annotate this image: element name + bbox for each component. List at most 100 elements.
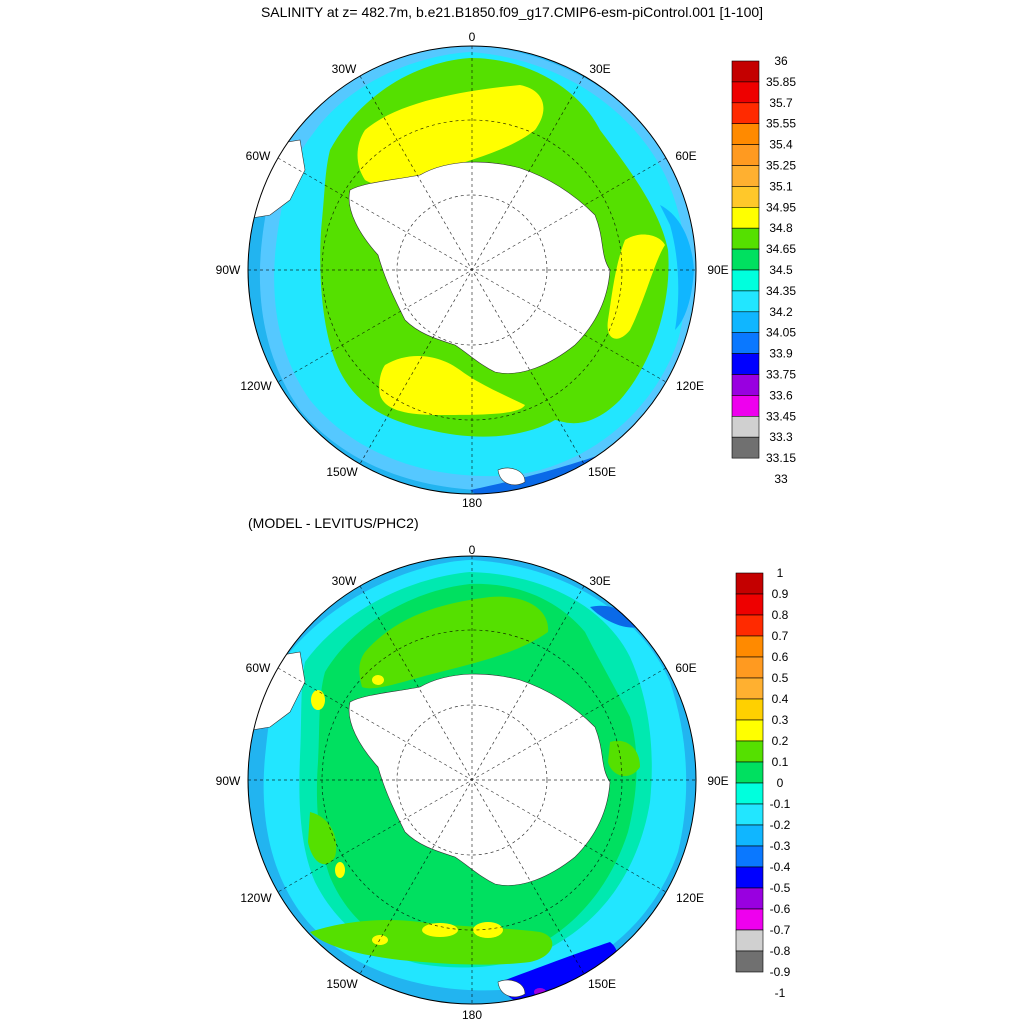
colorbar-swatch	[735, 635, 764, 658]
colorbar-swatch	[735, 593, 764, 616]
colorbar-label: 33.45	[766, 409, 796, 423]
colorbar-label: 0.7	[772, 629, 789, 643]
colorbar-label: -0.8	[770, 944, 791, 958]
colorbar-label: 36	[774, 54, 788, 68]
lon-label-120e: 120E	[676, 379, 704, 393]
colorbar-label: 33.3	[769, 430, 793, 444]
colorbar-swatch	[731, 102, 760, 125]
colorbar-label: 0	[777, 776, 784, 790]
colorbar-label: -0.7	[770, 923, 791, 937]
colorbar-label: 33.6	[769, 388, 793, 402]
difference-colorbar: 1 0.9 0.8 0.7 0.6 0.5 0.4 0.3 0.2 0.1 0 -0.1 -0.2 -0.…	[735, 566, 791, 1000]
colorbar-label: 1	[777, 566, 784, 580]
colorbar-swatch	[735, 761, 764, 784]
lon-label-180: 180	[462, 496, 482, 510]
colorbar-label: 35.55	[766, 117, 796, 131]
lon-label-90w: 90W	[216, 774, 241, 788]
polar-map-contours	[248, 46, 696, 494]
colorbar-label: 0.4	[772, 692, 789, 706]
colorbar-swatch	[731, 290, 760, 313]
colorbar-label: 33.75	[766, 368, 796, 382]
colorbar-label: 0.1	[772, 755, 789, 769]
colorbar-swatch	[731, 436, 760, 459]
colorbar-swatch	[731, 311, 760, 333]
colorbar-label: -0.3	[770, 839, 791, 853]
colorbar-swatch	[731, 395, 760, 417]
colorbar-label: 0.8	[772, 608, 789, 622]
top-panel-title: SALINITY at z= 482.7m, b.e21.B1850.f09_g…	[260, 4, 764, 20]
colorbar-label: 0.5	[772, 671, 789, 685]
colorbar-label: -0.9	[770, 965, 791, 979]
lon-label-90w: 90W	[216, 263, 241, 277]
colorbar-swatch	[735, 740, 764, 763]
lon-label-150e: 150E	[588, 465, 616, 479]
colorbar-swatch	[731, 60, 760, 83]
colorbar-swatch	[731, 415, 760, 438]
lon-label-30e: 30E	[589, 62, 610, 76]
lon-label-90e: 90E	[707, 263, 728, 277]
colorbar-label: 35.4	[769, 138, 793, 152]
colorbar-swatch	[731, 353, 760, 375]
colorbar-swatch	[735, 782, 764, 805]
lon-label-0: 0	[469, 543, 476, 557]
lon-label-0: 0	[469, 30, 476, 44]
colorbar-label: 35.25	[766, 159, 796, 173]
bottom-panel-title: (MODEL - LEVITUS/PHC2)	[248, 515, 419, 531]
colorbar-swatch	[731, 227, 760, 250]
colorbar-swatch	[735, 677, 764, 700]
lon-label-30w: 30W	[332, 574, 357, 588]
colorbar-swatch	[731, 207, 760, 229]
colorbar-label: -0.6	[770, 902, 791, 916]
lon-label-120w: 120W	[240, 379, 272, 393]
lon-label-30w: 30W	[332, 62, 357, 76]
colorbar-swatch	[731, 374, 760, 396]
lon-label-60e: 60E	[675, 149, 696, 163]
colorbar-label: 0.2	[772, 734, 789, 748]
colorbar-swatch	[735, 950, 764, 973]
colorbar-label: 35.7	[769, 96, 793, 110]
colorbar-swatch	[735, 887, 764, 910]
colorbar-swatch	[735, 698, 764, 721]
colorbar-swatch	[735, 824, 764, 847]
lon-label-120w: 120W	[240, 891, 272, 905]
lon-label-150w: 150W	[326, 465, 358, 479]
lon-label-120e: 120E	[676, 891, 704, 905]
lon-label-90e: 90E	[707, 774, 728, 788]
lon-label-150e: 150E	[588, 977, 616, 991]
lon-label-60w: 60W	[246, 149, 271, 163]
lon-label-180: 180	[462, 1008, 482, 1022]
colorbar-label: 34.2	[769, 305, 793, 319]
colorbar-label: 35.1	[769, 179, 793, 193]
lon-label-150w: 150W	[326, 977, 358, 991]
polar-map-contours	[248, 556, 696, 1004]
colorbar-label: -1	[775, 986, 786, 1000]
colorbar-swatch	[735, 929, 764, 952]
colorbar-swatch	[735, 908, 764, 931]
colorbar-swatch	[735, 656, 764, 679]
colorbar-swatch	[735, 803, 764, 826]
colorbar-label: 34.95	[766, 200, 796, 214]
difference-map-panel: 0 30E 60E 90E 120E 150E 180 150W 120W 90…	[216, 543, 791, 1022]
colorbar-label: 0.9	[772, 587, 789, 601]
colorbar-label: -0.2	[770, 818, 791, 832]
colorbar-swatch	[735, 845, 764, 868]
colorbar-label: 34.65	[766, 242, 796, 256]
lon-label-30e: 30E	[589, 574, 610, 588]
colorbar-swatch	[735, 572, 764, 595]
colorbar-label: 33.15	[766, 451, 796, 465]
colorbar-label: 33	[774, 472, 788, 486]
colorbar-label: 34.5	[769, 263, 793, 277]
lon-label-60w: 60W	[246, 661, 271, 675]
colorbar-swatch	[731, 332, 760, 354]
colorbar-label: 34.35	[766, 284, 796, 298]
colorbar-swatch	[731, 144, 760, 166]
colorbar-label: 35.85	[766, 75, 796, 89]
colorbar-swatch	[731, 165, 760, 187]
colorbar-label: 34.8	[769, 221, 793, 235]
colorbar-swatch	[731, 123, 760, 145]
colorbar-label: -0.4	[770, 860, 791, 874]
colorbar-swatch	[735, 866, 764, 889]
colorbar-swatch	[731, 269, 760, 292]
colorbar-label: 33.9	[769, 347, 793, 361]
salinity-colorbar: 36 35.85 35.7 35.55 35.4 35.25 35.1 34.95 34.8 34…	[731, 54, 796, 486]
